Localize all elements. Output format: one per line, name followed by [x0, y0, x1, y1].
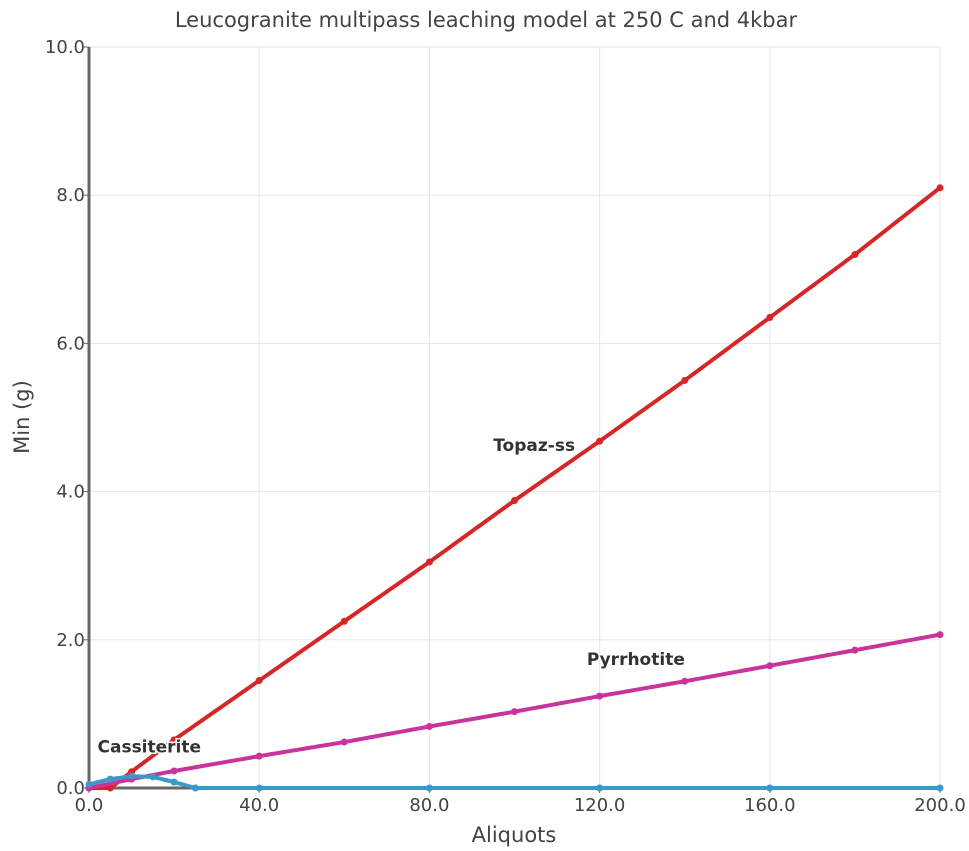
series-labels: Topaz-ss Pyrrhotite Cassiterite — [96, 434, 686, 759]
tick-labels: 0.0 40.0 80.0 120.0 160.0 200.0 0.0 2.0 4.0 6.0 8.… — [45, 37, 966, 816]
data-point — [170, 778, 178, 786]
data-point — [511, 496, 518, 504]
y-tick-label: 2.0 — [56, 630, 85, 651]
series-label-pyrrhotite: Pyrrhotite — [587, 650, 685, 670]
series-label-cassiterite: Cassiterite — [98, 738, 202, 758]
data-point — [106, 784, 114, 792]
y-tick-label: 0.0 — [56, 778, 85, 799]
data-point — [766, 313, 774, 321]
grid — [89, 46, 941, 788]
data-point — [85, 780, 93, 788]
data-point — [766, 662, 774, 670]
data-point — [255, 784, 263, 792]
data-point — [851, 646, 859, 654]
data-point — [425, 558, 433, 566]
data-point — [681, 677, 689, 685]
data-point — [936, 631, 944, 639]
data-point — [511, 708, 518, 716]
data-point — [851, 250, 859, 258]
series-line — [87, 185, 942, 790]
data-point — [936, 784, 944, 792]
data-point — [766, 784, 774, 792]
chart-title: Leucogranite multipass leaching model at… — [175, 8, 798, 32]
y-tick-label: 10.0 — [45, 37, 85, 58]
series-cassiterite — [85, 772, 944, 792]
x-tick-label: 0.0 — [75, 795, 104, 816]
series-line — [87, 774, 942, 790]
series-topaz-ss — [85, 184, 944, 792]
data-point — [425, 784, 433, 792]
series-layer — [85, 184, 944, 792]
x-tick-label: 80.0 — [409, 795, 449, 816]
data-point — [340, 617, 348, 625]
data-point — [149, 773, 157, 781]
data-point — [596, 437, 604, 445]
data-point — [596, 692, 604, 700]
x-tick-label: 40.0 — [239, 795, 279, 816]
y-tick-label: 8.0 — [56, 185, 85, 206]
data-point — [191, 784, 199, 792]
data-point — [255, 752, 263, 760]
x-tick-label: 200.0 — [914, 795, 966, 816]
y-tick-label: 6.0 — [56, 333, 85, 354]
x-tick-label: 160.0 — [744, 795, 796, 816]
data-point — [106, 775, 114, 783]
data-point — [936, 184, 944, 192]
data-point — [128, 772, 136, 780]
data-point — [255, 677, 263, 685]
y-axis-label: Min (g) — [10, 380, 34, 454]
y-tick-label: 4.0 — [56, 482, 85, 503]
data-point — [596, 784, 604, 792]
series-pyrrhotite — [85, 631, 944, 792]
data-point — [170, 767, 178, 775]
data-point — [340, 738, 348, 746]
series-label-topaz-ss: Topaz-ss — [493, 436, 575, 456]
axes — [84, 46, 941, 793]
data-point — [681, 376, 689, 384]
data-point — [170, 736, 178, 744]
x-tick-label: 120.0 — [574, 795, 626, 816]
x-axis-label: Aliquots — [472, 823, 557, 847]
data-point — [425, 722, 433, 730]
